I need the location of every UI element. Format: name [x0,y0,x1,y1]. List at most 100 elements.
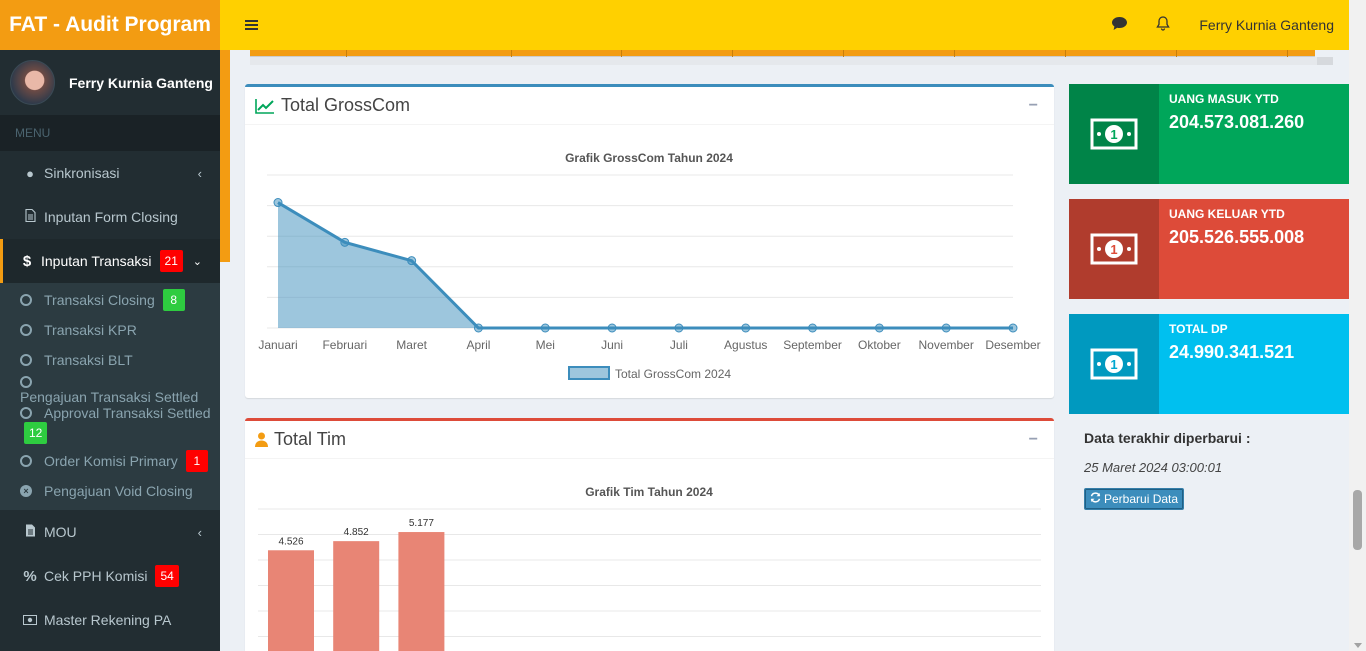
bar [398,532,445,651]
sidebar-toggle-icon[interactable] [245,20,258,30]
data-point [540,323,550,333]
dollar-icon: $ [22,252,32,270]
vertical-scrollbar[interactable] [1349,0,1366,651]
sidebar-item-mou[interactable]: MOU ‹ [0,510,220,554]
sidebar-item-cek-pph-komisi[interactable]: % Cek PPH Komisi 54 [0,554,220,598]
submenu-item-pengajuan-transaksi-settled[interactable]: Pengajuan Transaksi Settled [0,375,220,405]
submenu-item-label: Order Komisi Primary [44,453,178,469]
last-updated-time: 25 Maret 2024 03:00:01 [1084,460,1223,475]
submenu-item-approval-transaksi-settled[interactable]: Approval Transaksi Settled 12 [0,405,220,446]
x-tick-label: Februari [322,338,367,352]
sidebar-user-name: Ferry Kurnia Ganteng [69,74,213,91]
tim-box: Total Tim − Grafik Tim Tahun 2024 4.526 4.… [245,418,1054,651]
user-panel: Ferry Kurnia Ganteng [0,50,220,115]
submenu-item-label: Pengajuan Transaksi Settled [20,388,199,405]
bar-value-label: 4.852 [344,527,369,538]
grosscom-box-title: Total GrossCom [281,95,411,115]
x-tick-label: Desember [985,338,1040,352]
submenu-item-label: Transaksi Closing [44,292,155,308]
submenu-item-pengajuan-void-closing[interactable]: × Pengajuan Void Closing [0,476,220,506]
bar [268,550,314,651]
sidebar-item-label: Inputan Form Closing [44,209,178,225]
notification-badge: 21 [159,250,183,272]
messages-icon[interactable] [1112,17,1128,33]
collapse-button[interactable]: − [1028,97,1038,114]
data-point [941,323,951,333]
notification-badge: 54 [155,565,179,587]
money-icon [20,613,40,628]
series-area [278,202,1013,328]
top-navbar: Ferry Kurnia Ganteng [220,0,1366,50]
x-tick-label: Januari [258,338,297,352]
last-updated-panel: Data terakhir diperbarui : 25 Maret 2024… [1084,430,1344,510]
line-chart-icon [255,98,275,114]
refresh-icon [1090,492,1101,506]
scroll-down-icon[interactable] [1354,643,1362,648]
sidebar-item-label: Cek PPH Komisi [44,568,148,584]
submenu-item-order-komisi-primary[interactable]: Order Komisi Primary 1 [0,446,220,476]
grosscom-box-header: Total GrossCom [245,87,1054,125]
sidebar-item-master-rekening-pa[interactable]: Master Rekening PA [0,598,220,642]
times-circle-icon: × [20,485,32,497]
info-box-uang-keluar: 1 UANG KELUAR YTD 205.526.555.008 [1069,199,1349,299]
bar [333,541,380,651]
submenu-item-transaksi-kpr[interactable]: Transaksi KPR [0,315,220,345]
circle-icon [20,354,32,366]
info-value: 24.990.341.521 [1169,342,1295,362]
bar-value-label: 5.177 [409,518,434,529]
info-box-total-dp: 1 TOTAL DP 24.990.341.521 [1069,314,1349,414]
refresh-data-button[interactable]: Perbarui Data [1084,488,1185,510]
globe-icon: ● [26,165,34,181]
submenu-item-label: Transaksi KPR [44,322,137,338]
chart-title: Grafik GrossCom Tahun 2024 [565,151,733,165]
data-point [874,323,884,333]
sidebar-item-sinkronisasi[interactable]: ● Sinkronisasi ‹ [0,151,220,195]
legend-swatch [568,366,610,380]
header-user-name[interactable]: Ferry Kurnia Ganteng [1199,17,1334,33]
data-point [808,323,818,333]
sidebar-item-inputan-form-closing[interactable]: Inputan Form Closing [0,195,220,239]
x-tick-label: April [466,338,490,352]
submenu-item-label: Approval Transaksi Settled [44,405,211,421]
refresh-data-label: Perbarui Data [1104,492,1179,506]
x-tick-label: Agustus [724,338,767,352]
tim-box-header: Total Tim [245,421,1054,459]
file-icon [20,208,40,225]
notification-badge: 8 [162,289,185,311]
data-point [407,256,417,266]
last-updated-heading: Data terakhir diperbarui : [1084,430,1251,446]
svg-text:1: 1 [1110,242,1117,257]
horizontal-scrollbar[interactable] [250,57,1333,65]
info-value: 204.573.081.260 [1169,112,1305,132]
chart-title: Grafik Tim Tahun 2024 [585,485,713,499]
chevron-left-icon: ‹ [197,165,202,181]
money-bill-icon: 1 [1069,314,1159,414]
sidebar-item-label: Inputan Transaksi [41,253,152,269]
sidebar: Ferry Kurnia Ganteng MENU ● Sinkronisasi… [0,50,220,651]
grosscom-box: Total GrossCom − Grafik GrossCom Tahun 2… [245,84,1054,398]
money-bill-icon: 1 [1069,84,1159,184]
notifications-bell-icon[interactable] [1156,16,1171,34]
app-logo[interactable]: FAT - Audit Program [0,0,220,50]
x-tick-label: Juni [601,338,623,352]
submenu-item-label: Pengajuan Void Closing [44,483,193,499]
svg-text:1: 1 [1110,357,1117,372]
sidebar-item-label: MOU [44,524,77,540]
legend-label: Total GrossCom 2024 [615,367,731,381]
document-icon [20,524,40,540]
menu-header: MENU [0,115,220,151]
info-box-uang-masuk: 1 UANG MASUK YTD 204.573.081.260 [1069,84,1349,184]
x-tick-label: Maret [396,338,427,352]
collapse-button[interactable]: − [1028,431,1038,448]
submenu-item-transaksi-blt[interactable]: Transaksi BLT [0,345,220,375]
x-tick-label: November [919,338,974,352]
sidebar-item-inputan-transaksi[interactable]: $ Inputan Transaksi 21 ⌄ [0,239,220,283]
user-icon [255,432,268,447]
scrollbar-thumb[interactable] [1353,490,1362,550]
info-label: TOTAL DP [1169,322,1228,336]
table-remnant [250,50,1315,57]
circle-icon [20,375,32,388]
money-bill-icon: 1 [1069,199,1159,299]
submenu-item-transaksi-closing[interactable]: Transaksi Closing 8 [0,285,220,315]
info-label: UANG MASUK YTD [1169,92,1279,106]
